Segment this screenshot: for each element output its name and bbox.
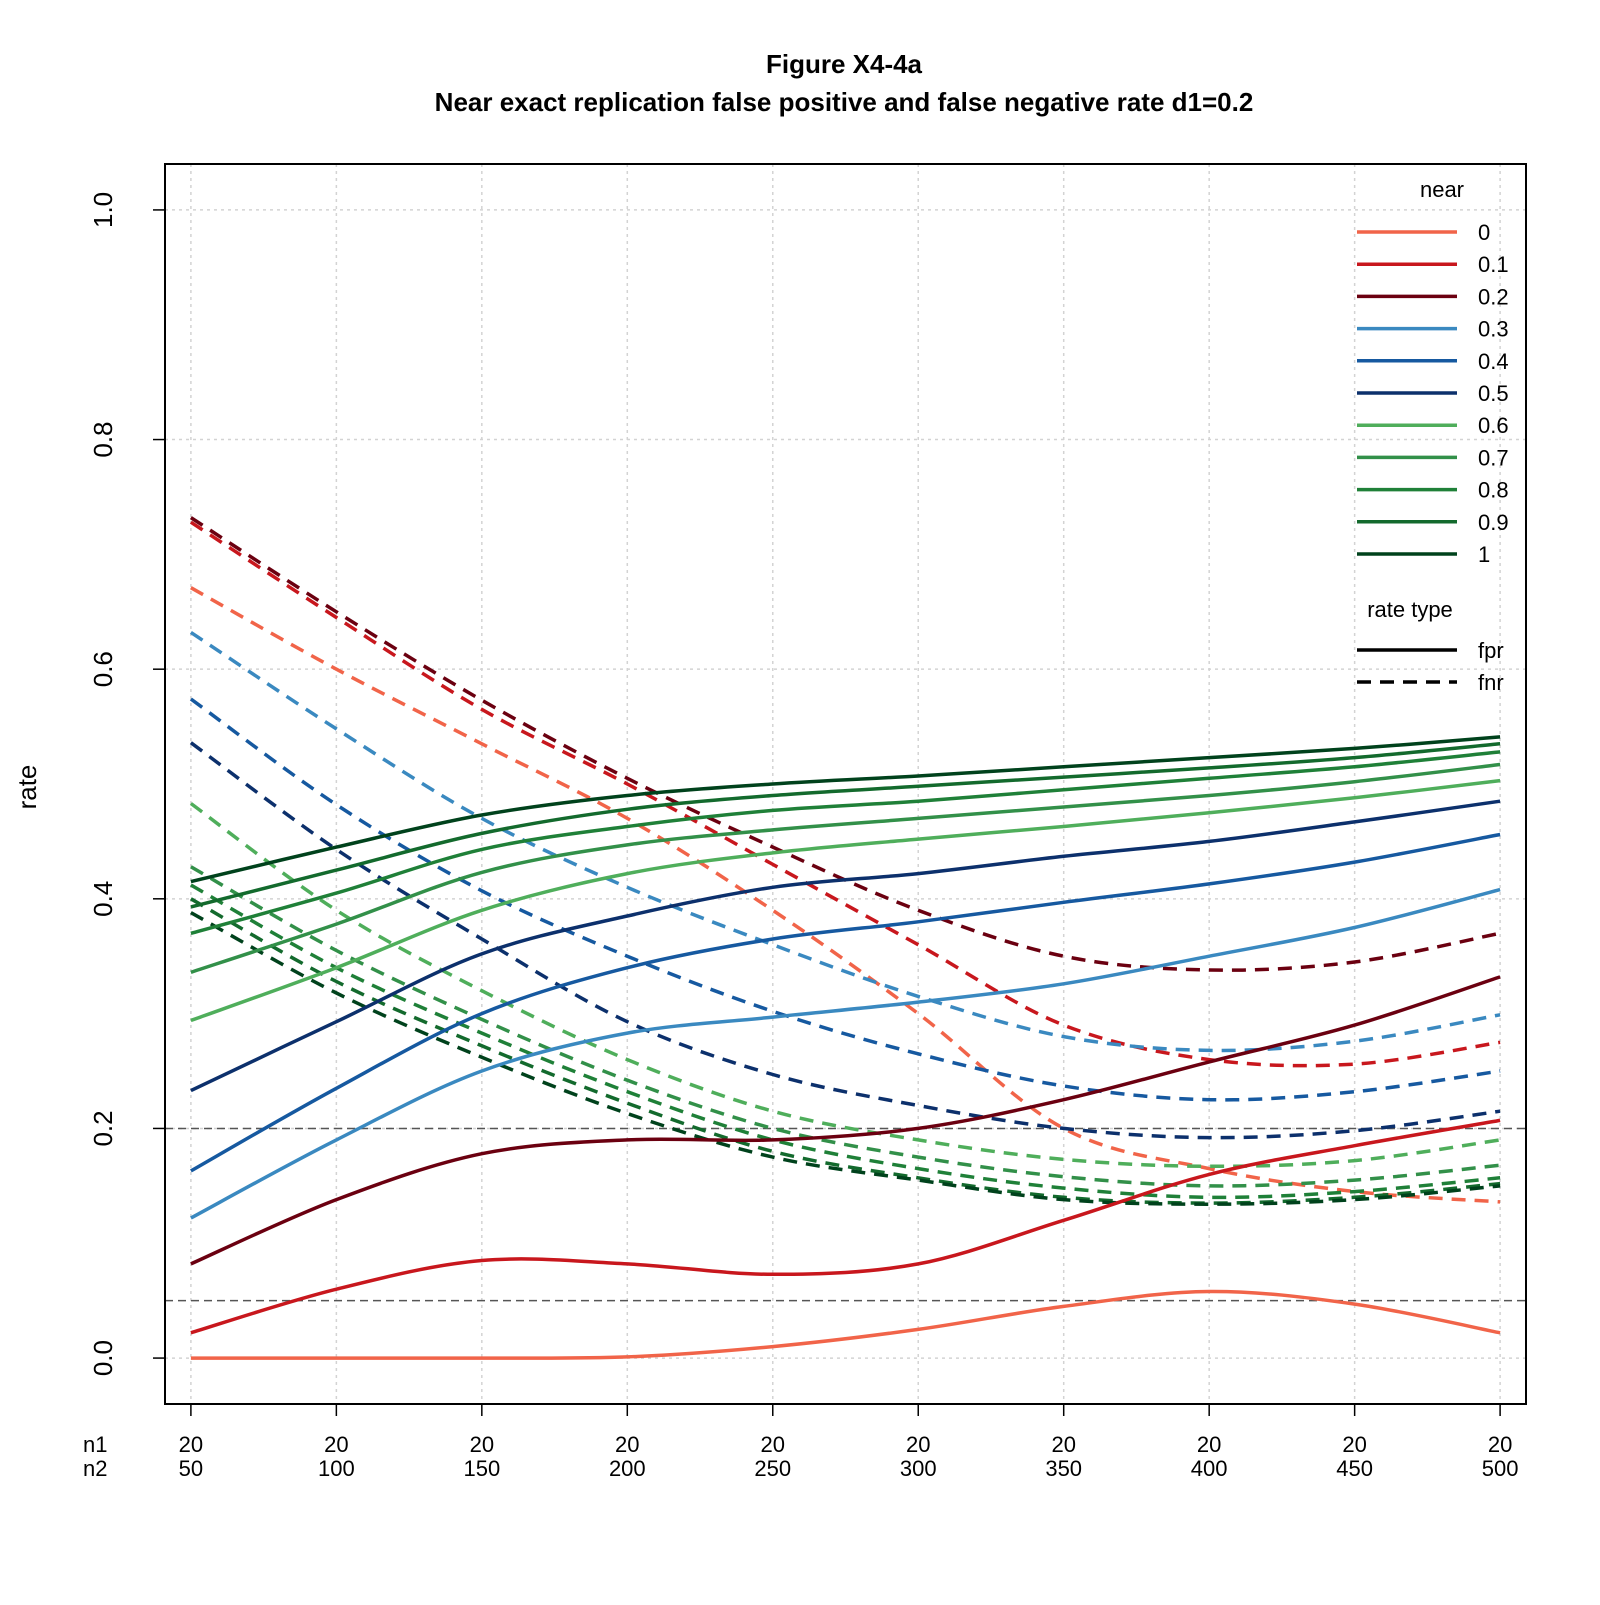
chart-title: Figure X4-4a [766, 49, 923, 79]
series-line-fpr-near-0_7 [190, 762, 1501, 974]
y-tick-label-3: 0.6 [88, 651, 118, 687]
reference-lines [165, 1127, 1526, 1302]
series-line-fpr-near-0_9 [190, 742, 1501, 909]
x-tick-label-n2-8: 450 [1336, 1456, 1373, 1481]
x-tick-label-n2-9: 500 [1482, 1456, 1519, 1481]
x-tick-label-n2-1: 100 [318, 1456, 355, 1481]
legend-label-type-fnr: fnr [1478, 670, 1504, 695]
x-tick-label-n1-5: 20 [906, 1432, 930, 1457]
series-line-fpr-near-1 [190, 735, 1501, 884]
y-tick-label-1: 0.2 [88, 1110, 118, 1146]
legend-label-near-9: 0.9 [1478, 510, 1509, 535]
series-line-fpr-near-0 [190, 1289, 1501, 1360]
legend-label-near-5: 0.5 [1478, 381, 1509, 406]
axis-layer: 0.00.20.40.60.81.0n1 20 20 20 20 20 20 20 20 20 20… [83, 192, 1518, 1481]
legend-title-rate-type: rate type [1367, 597, 1453, 622]
legend-label-near-2: 0.2 [1478, 284, 1509, 309]
y-tick-label-2: 0.4 [88, 881, 118, 917]
x-row-label-n1: n1 [83, 1432, 107, 1457]
series-line-fnr-near-0_7 [190, 865, 1501, 1188]
series-line-fnr-near-0_5 [189, 741, 1501, 1140]
series-line-fpr-near-0_8 [190, 750, 1501, 935]
legend-label-near-3: 0.3 [1478, 317, 1509, 342]
legend-label-near-0: 0 [1478, 220, 1490, 245]
series-line-fpr-near-0_1 [190, 1118, 1501, 1335]
x-tick-label-n1-1: 20 [324, 1432, 348, 1457]
legend-label-near-10: 1 [1478, 542, 1490, 567]
x-tick-label-n1-6: 20 [1051, 1432, 1075, 1457]
x-tick-label-n1-2: 20 [470, 1432, 494, 1457]
legend-label-near-6: 0.6 [1478, 413, 1509, 438]
x-tick-label-n2-6: 350 [1045, 1456, 1082, 1481]
legend-title-near: near [1420, 177, 1464, 202]
series-line-fnr-near-0_2 [189, 516, 1501, 972]
x-tick-label-n2-7: 400 [1191, 1456, 1228, 1481]
legend-label-type-fpr: fpr [1478, 638, 1504, 663]
x-tick-label-n1-7: 20 [1197, 1432, 1221, 1457]
series-line-fnr-near-0 [190, 586, 1501, 1204]
y-axis-label: rate [12, 765, 42, 810]
series-line-fpr-near-0_5 [190, 799, 1501, 1093]
y-tick-label-5: 1.0 [88, 192, 118, 228]
x-row-label-n2: n2 [83, 1456, 107, 1481]
series-line-fpr-near-0_6 [190, 778, 1501, 1023]
x-tick-label-n2-3: 200 [609, 1456, 646, 1481]
x-tick-label-n1-8: 20 [1342, 1432, 1366, 1457]
chart-subtitle: Near exact replication false positive an… [435, 87, 1254, 117]
legend-label-near-4: 0.4 [1478, 349, 1509, 374]
series-line-fpr-near-0_4 [190, 832, 1501, 1173]
x-tick-label-n2-4: 250 [754, 1456, 791, 1481]
legend-label-near-8: 0.8 [1478, 478, 1509, 503]
series-line-fnr-near-0_3 [189, 630, 1501, 1053]
x-tick-label-n1-0: 20 [179, 1432, 203, 1457]
x-tick-label-n1-9: 20 [1488, 1432, 1512, 1457]
series-line-fnr-near-0_8 [190, 883, 1501, 1200]
x-tick-label-n1-3: 20 [615, 1432, 639, 1457]
y-tick-label-4: 0.8 [88, 421, 118, 457]
x-tick-label-n2-2: 150 [463, 1456, 500, 1481]
x-tick-label-n1-4: 20 [761, 1432, 785, 1457]
legend-label-near-7: 0.7 [1478, 445, 1509, 470]
x-tick-label-n2-5: 300 [900, 1456, 937, 1481]
series-line-fpr-near-0_2 [190, 975, 1501, 1266]
series-line-fnr-near-1 [190, 911, 1501, 1206]
series-line-fnr-near-0_9 [190, 897, 1501, 1205]
x-tick-label-n2-0: 50 [179, 1456, 203, 1481]
legend: near 0 0.1 0.2 0.3 0.4 0.5 0.6 0.7 0.8 0.9 1 rate ty… [1357, 177, 1509, 695]
series-line-fnr-near-0_6 [189, 802, 1501, 1169]
series-line-fnr-near-0_1 [189, 520, 1501, 1068]
series-line-fnr-near-0_4 [189, 697, 1501, 1102]
series-layer [189, 516, 1501, 1360]
legend-label-near-1: 0.1 [1478, 252, 1509, 277]
series-line-fpr-near-0_3 [190, 887, 1501, 1220]
y-tick-label-0: 0.0 [88, 1340, 118, 1376]
